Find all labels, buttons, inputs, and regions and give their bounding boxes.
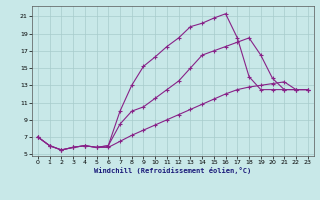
- X-axis label: Windchill (Refroidissement éolien,°C): Windchill (Refroidissement éolien,°C): [94, 167, 252, 174]
